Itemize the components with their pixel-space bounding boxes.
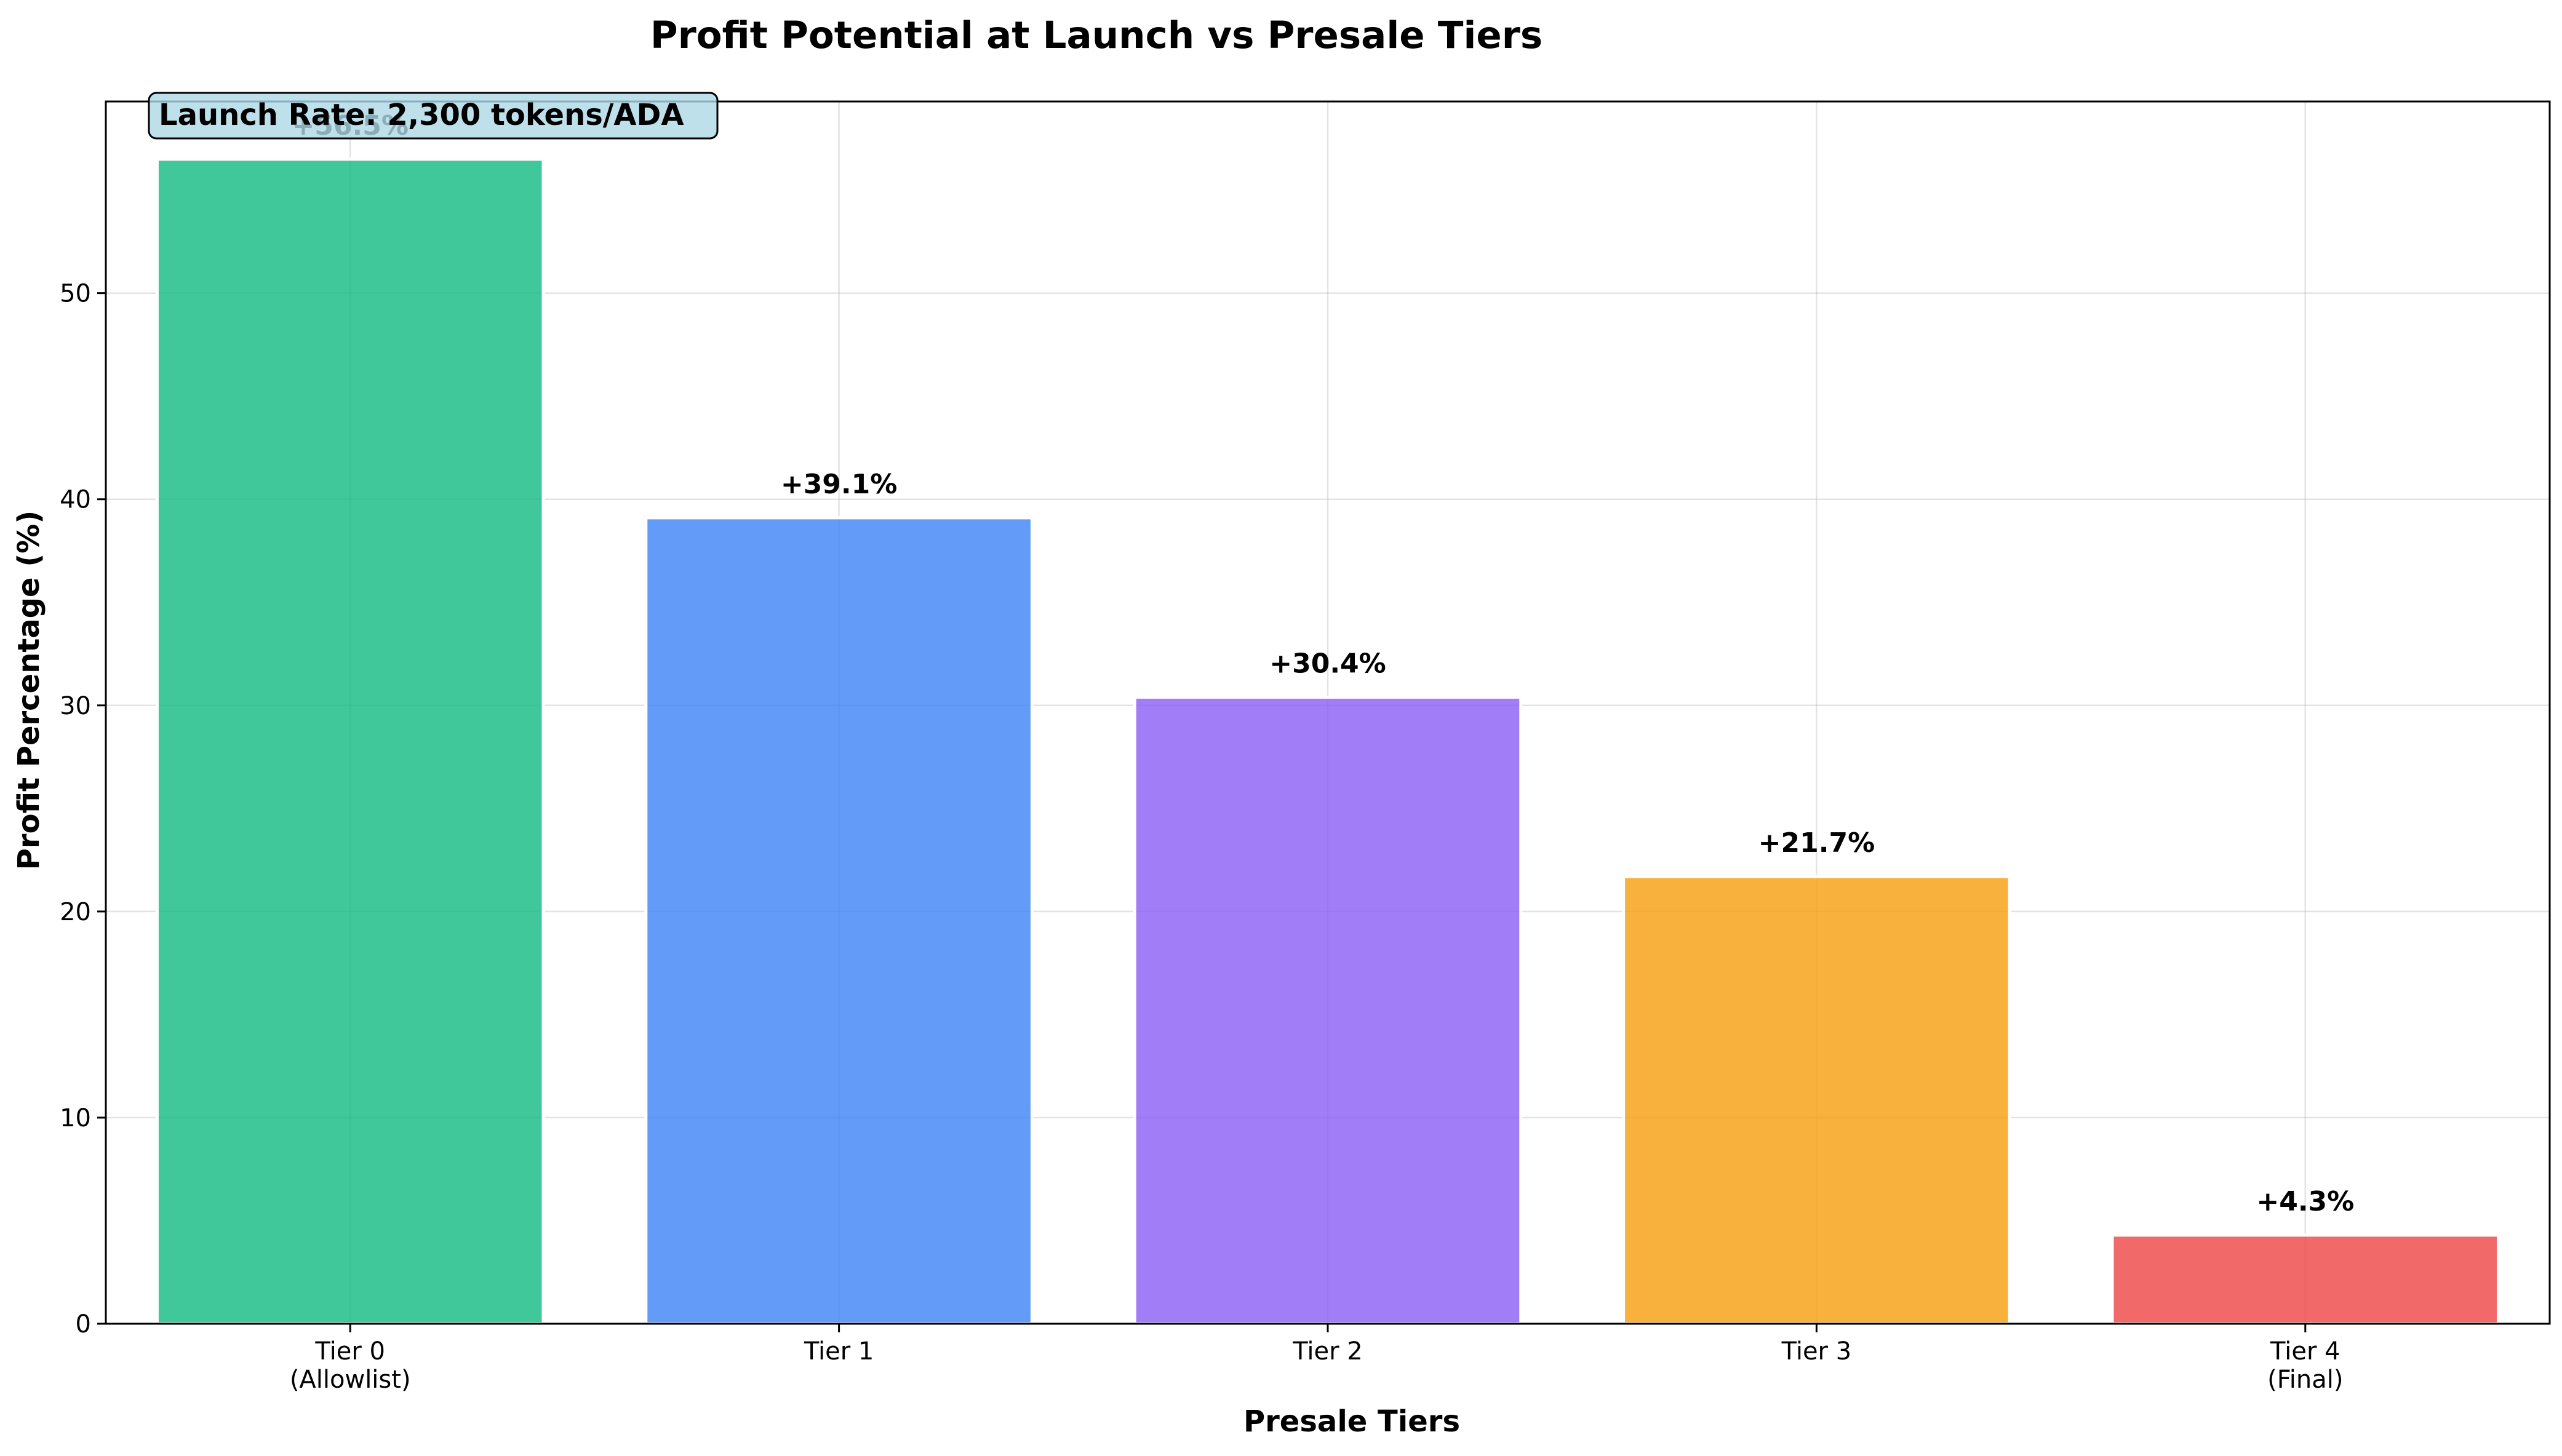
bar <box>1133 695 1523 1326</box>
y-tick-label: 0 <box>76 1310 91 1339</box>
bar-value-label: +30.4% <box>1269 648 1386 679</box>
annotation-background <box>148 92 719 140</box>
y-tick-label: 10 <box>60 1104 91 1132</box>
y-tick-label: 40 <box>60 486 91 514</box>
ticks: 0 10 20 30 40 50 Tier 0(Allowlist) Tier 1 Tier 2… <box>60 280 2343 1394</box>
bar-value-label: +39.1% <box>781 469 898 500</box>
x-tick-label: Tier 4 <box>2270 1337 2341 1366</box>
x-tick-label: Tier 3 <box>1781 1337 1852 1366</box>
y-tick-label: 20 <box>60 898 91 926</box>
bar-value-label: +4.3% <box>2256 1186 2354 1217</box>
y-axis-label: Profit Percentage (%) <box>12 511 46 870</box>
y-tick-label: 30 <box>60 692 91 720</box>
bar <box>1622 875 2011 1326</box>
bar <box>155 157 545 1326</box>
bar <box>644 516 1034 1326</box>
x-tick-label: Tier 1 <box>804 1337 874 1366</box>
bar <box>2110 1233 2500 1326</box>
bar-value-label: +21.7% <box>1758 827 1875 859</box>
annotation-text: Launch Rate: 2,300 tokens/ADA <box>159 98 684 132</box>
launch-rate-annotation: Launch Rate: 2,300 tokens/ADA <box>148 92 719 140</box>
x-tick-label: Tier 0 <box>314 1337 385 1366</box>
x-axis-label: Presale Tiers <box>1243 1404 1460 1439</box>
chart-title: Profit Potential at Launch vs Presale Ti… <box>650 14 1542 57</box>
x-tick-label: Tier 2 <box>1292 1337 1363 1366</box>
x-tick-label: (Allowlist) <box>290 1366 411 1394</box>
y-tick-label: 50 <box>60 280 91 308</box>
x-tick-label: (Final) <box>2267 1366 2343 1394</box>
bars <box>155 157 2500 1326</box>
